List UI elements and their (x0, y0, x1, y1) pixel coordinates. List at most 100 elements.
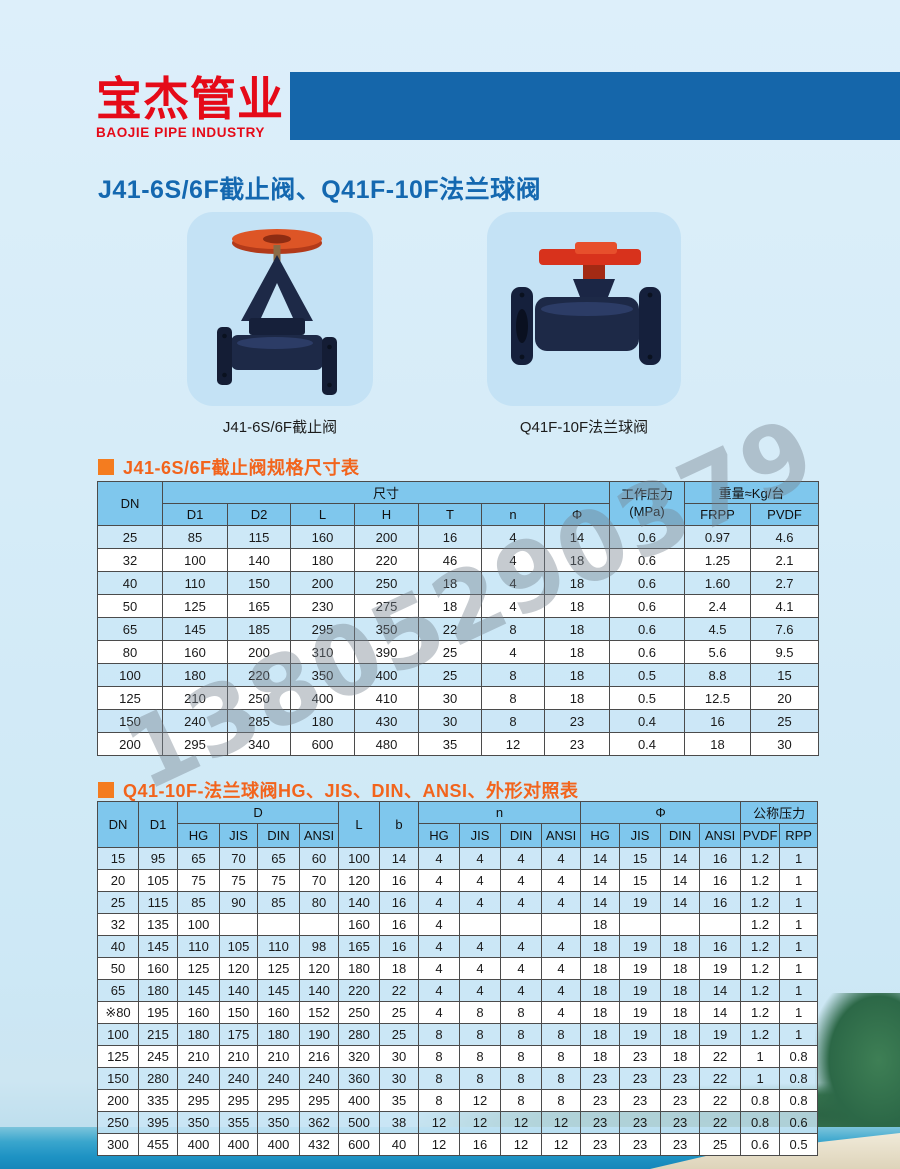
col-header-pressure: 工作压力 (MPa) (609, 481, 685, 526)
col-header: JIS (619, 823, 662, 848)
table-cell: 15 (750, 663, 819, 687)
table-cell: 60 (298, 847, 340, 870)
table-cell: 23 (544, 709, 610, 733)
table-cell: 2.7 (750, 571, 819, 595)
table-cell: 14 (580, 891, 621, 914)
table-cell: 12 (459, 1089, 502, 1112)
table-cell: 4 (459, 979, 502, 1002)
table-cell: 46 (418, 548, 482, 572)
table-cell: 14 (699, 979, 742, 1002)
brand-logo: 宝杰管业 BAOJIE PIPE INDUSTRY (96, 76, 284, 140)
table-cell: 105 (138, 869, 178, 892)
col-group-size: 尺寸 (162, 481, 610, 504)
table-cell: 4 (418, 935, 461, 958)
table-cell: 295 (162, 732, 228, 756)
table-cell: 18 (660, 935, 701, 958)
table-row: 50 160 125 120 125 120 180 18 4 4 4 4 18 19 18 19 1.2 1 (97, 957, 819, 980)
table-cell: 285 (227, 709, 291, 733)
table-cell: 4 (541, 847, 582, 870)
table-cell: 1 (779, 847, 819, 870)
table-cell: 12 (418, 1133, 461, 1156)
table-cell (660, 913, 701, 936)
table-cell: 400 (338, 1089, 381, 1112)
table-row: 250 395 350 355 350 362 500 38 12 12 12 12 23 23 23 22 0… (97, 1111, 819, 1134)
table-cell (619, 913, 662, 936)
table-cell: 200 (354, 525, 419, 549)
table-cell: 150 (97, 1067, 139, 1090)
table-cell: 145 (177, 979, 220, 1002)
table-cell: 18 (379, 957, 420, 980)
table-cell: 0.6 (609, 571, 685, 595)
col-header: H (354, 503, 419, 526)
product-card-ball-valve (487, 212, 681, 406)
table-cell: 23 (619, 1133, 662, 1156)
table-row: 100 215 180 175 180 190 280 25 8 8 8 8 18 19 18 19 1.2 1 (97, 1023, 819, 1046)
table-cell: 4 (500, 979, 543, 1002)
pressure-label: 工作压力 (620, 487, 673, 503)
table-cell: 125 (177, 957, 220, 980)
table-cell: 100 (97, 663, 163, 687)
col-header: RPP (779, 823, 819, 848)
table-cell: 230 (290, 594, 355, 618)
table-row: 40 145 110 105 110 98 165 16 4 4 4 4 18 19 18 16 1.2 1 (97, 935, 819, 958)
table-cell: 40 (379, 1133, 420, 1156)
table-cell (298, 913, 340, 936)
table-row: 32 135 100 160 16 4 18 1.2 1 (97, 913, 819, 936)
table-cell: 210 (177, 1045, 220, 1068)
table-cell: 16 (699, 869, 742, 892)
table-cell: 390 (354, 640, 419, 664)
table-cell: 12 (541, 1133, 582, 1156)
table-cell: 355 (219, 1111, 258, 1134)
table-cell: 19 (699, 957, 742, 980)
table-cell: 23 (580, 1067, 621, 1090)
table-cell: 4 (541, 935, 582, 958)
table-cell: 1.2 (740, 979, 781, 1002)
table-cell: 110 (162, 571, 228, 595)
table-cell: 150 (97, 709, 163, 733)
table-cell: 1.2 (740, 1023, 781, 1046)
table-cell: 2.1 (750, 548, 819, 572)
table-cell: 18 (580, 979, 621, 1002)
table-cell: 250 (227, 686, 291, 710)
table-cell: 4 (481, 571, 545, 595)
table-cell: 4 (481, 548, 545, 572)
table-cell: 115 (138, 891, 178, 914)
spec-table-title-text: J41-6S/6F截止阀规格尺寸表 (123, 458, 360, 478)
table-cell: 395 (138, 1111, 178, 1134)
table-cell: 180 (138, 979, 178, 1002)
table-cell: 0.6 (609, 617, 685, 641)
table-cell: 1.2 (740, 847, 781, 870)
product-caption: Q41F-10F法兰球阀 (519, 419, 649, 436)
table-cell: 8 (481, 709, 545, 733)
table-cell: 4 (541, 979, 582, 1002)
table-row: 25 85 115 160 200 16 4 14 0.6 0.97 4.6 (97, 525, 819, 549)
table-cell: 18 (660, 1023, 701, 1046)
table-cell: 8 (459, 1023, 502, 1046)
table-cell: 0.8 (779, 1067, 819, 1090)
col-group-d: D (176, 801, 340, 824)
table-cell: 23 (580, 1133, 621, 1156)
table-cell: 180 (338, 957, 381, 980)
table-cell: 180 (177, 1023, 220, 1046)
table-cell: 2.4 (684, 594, 751, 618)
table-cell: 18 (660, 1045, 701, 1068)
table-cell: 240 (162, 709, 228, 733)
table-cell: 400 (354, 663, 419, 687)
table-cell (699, 913, 742, 936)
table-cell: 120 (338, 869, 381, 892)
table-row: 80 160 200 310 390 25 4 18 0.6 5.6 9.5 (97, 640, 819, 664)
table-cell: 1 (779, 957, 819, 980)
brand-name-en: BAOJIE PIPE INDUSTRY (96, 125, 266, 140)
table-cell: 22 (699, 1089, 742, 1112)
table-cell: 1.2 (740, 913, 781, 936)
table-cell: 85 (162, 525, 228, 549)
table-cell: 16 (379, 913, 420, 936)
col-header-dn: DN (97, 801, 139, 848)
table-cell: 18 (580, 913, 621, 936)
table-cell: 165 (227, 594, 291, 618)
table-cell: 216 (298, 1045, 340, 1068)
table-cell: 8 (459, 1001, 502, 1024)
table-cell: 200 (97, 1089, 139, 1112)
table-cell: 210 (257, 1045, 300, 1068)
